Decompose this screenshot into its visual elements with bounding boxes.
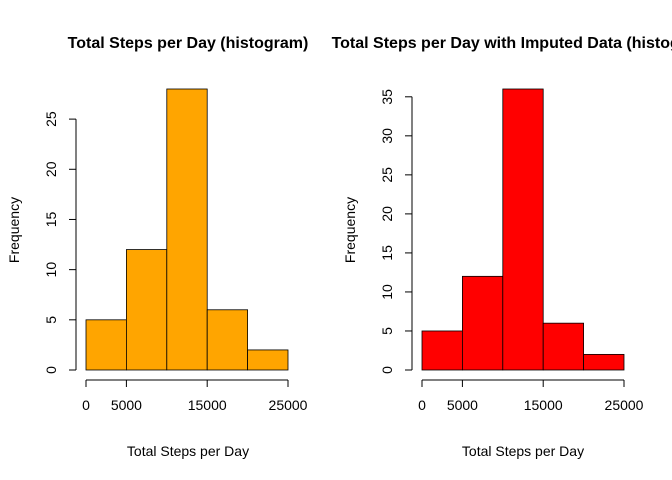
histogram-bar bbox=[85, 319, 127, 371]
y-tick-label: 25 bbox=[379, 167, 395, 183]
histogram-bar bbox=[421, 330, 463, 371]
histogram-bar bbox=[166, 88, 208, 371]
x-tick-label: 25000 bbox=[269, 397, 308, 413]
y-tick-label: 10 bbox=[43, 262, 59, 278]
y-tick-label: 15 bbox=[43, 211, 59, 227]
x-axis: 0 5000 15000 25000 bbox=[82, 379, 308, 413]
y-tick-label: 5 bbox=[379, 327, 395, 335]
y-tick-label: 0 bbox=[379, 366, 395, 374]
x-tick-label: 5000 bbox=[447, 397, 478, 413]
histogram-bar bbox=[126, 249, 168, 371]
y-tick-label: 10 bbox=[379, 284, 395, 300]
x-tick-label: 0 bbox=[418, 397, 426, 413]
y-tick-label: 25 bbox=[43, 111, 59, 127]
y-tick-label: 0 bbox=[43, 366, 59, 374]
panel-steps-histogram: Total Steps per Day (histogram) Total St… bbox=[6, 35, 308, 459]
histogram-bar bbox=[247, 349, 289, 371]
y-tick-label: 30 bbox=[379, 128, 395, 144]
histogram-bar bbox=[542, 322, 585, 371]
y-axis-label: Frequency bbox=[342, 197, 358, 263]
x-tick-label: 25000 bbox=[605, 397, 644, 413]
chart-title: Total Steps per Day (histogram) bbox=[68, 35, 309, 52]
histogram-bar bbox=[583, 353, 625, 371]
x-tick-label: 15000 bbox=[524, 397, 563, 413]
y-axis: 0 5 10 15 20 25 bbox=[43, 111, 77, 374]
x-axis-label: Total Steps per Day bbox=[462, 443, 584, 459]
histogram-bar bbox=[461, 275, 504, 371]
y-axis-label: Frequency bbox=[6, 197, 22, 263]
x-tick-label: 5000 bbox=[111, 397, 142, 413]
x-axis-label: Total Steps per Day bbox=[127, 443, 249, 459]
y-tick-label: 15 bbox=[379, 245, 395, 261]
panel-imputed-histogram: Total Steps per Day with Imputed Data (h… bbox=[332, 35, 672, 459]
bars bbox=[85, 88, 289, 371]
histogram-bar bbox=[502, 88, 544, 371]
y-tick-label: 35 bbox=[379, 89, 395, 105]
x-tick-label: 0 bbox=[82, 397, 90, 413]
y-axis: 0 5 10 15 20 25 30 35 bbox=[379, 89, 413, 374]
histogram-bar bbox=[206, 309, 248, 371]
y-tick-label: 5 bbox=[43, 316, 59, 324]
y-tick-label: 20 bbox=[379, 206, 395, 222]
y-tick-label: 20 bbox=[43, 161, 59, 177]
bars bbox=[421, 88, 625, 371]
chart-title: Total Steps per Day with Imputed Data (h… bbox=[332, 35, 672, 52]
x-axis: 0 5000 15000 25000 bbox=[418, 379, 644, 413]
x-tick-label: 15000 bbox=[188, 397, 227, 413]
